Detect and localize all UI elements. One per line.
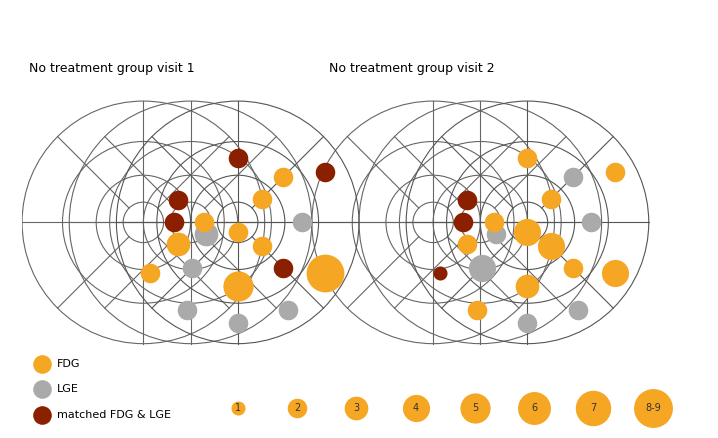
Point [471,307,482,314]
Point [200,230,212,237]
Point [172,197,183,204]
Point [647,404,658,411]
Text: No treatment group visit 1: No treatment group visit 1 [29,63,195,75]
Point [282,307,294,314]
Point [232,283,243,290]
Point [488,219,500,226]
Text: 3: 3 [353,403,360,413]
Point [462,197,473,204]
Point [256,243,267,250]
Point [187,264,198,271]
Point [232,229,243,236]
Point [469,404,480,411]
Point [572,307,584,314]
Text: 2: 2 [294,403,300,413]
Point [172,241,183,248]
Point [232,155,243,162]
Point [37,360,48,367]
Point [610,168,621,175]
Point [232,404,243,411]
Point [567,173,579,180]
Text: LGE: LGE [57,385,79,395]
Text: FDG: FDG [57,359,80,369]
Point [462,241,473,248]
Point [588,404,600,411]
Point [37,386,48,393]
Point [490,230,502,237]
Point [37,412,48,419]
Point [256,195,267,202]
Point [168,219,180,226]
Point [546,243,557,250]
Point [277,173,289,180]
Text: 4: 4 [413,403,419,413]
Point [477,264,488,271]
Point [182,307,193,314]
Point [320,168,331,175]
Point [144,269,156,276]
Point [522,283,533,290]
Point [457,219,469,226]
Point [434,269,446,276]
Text: 7: 7 [590,403,597,413]
Point [546,195,557,202]
Point [567,264,579,271]
Point [350,404,362,411]
Text: 5: 5 [472,403,478,413]
Text: 1: 1 [235,403,241,413]
Point [296,219,307,226]
Text: matched FDG & LGE: matched FDG & LGE [57,410,171,420]
Point [522,155,533,162]
Point [522,320,533,327]
Point [277,264,289,271]
Point [522,229,533,236]
Point [410,404,421,411]
Point [232,320,243,327]
Point [528,404,540,411]
Point [320,269,331,276]
Point [198,219,210,226]
Point [292,404,303,411]
Text: 6: 6 [531,403,537,413]
Point [610,269,621,276]
Point [586,219,597,226]
Text: No treatment group visit 2: No treatment group visit 2 [329,63,494,75]
Text: 8-9: 8-9 [645,403,661,413]
